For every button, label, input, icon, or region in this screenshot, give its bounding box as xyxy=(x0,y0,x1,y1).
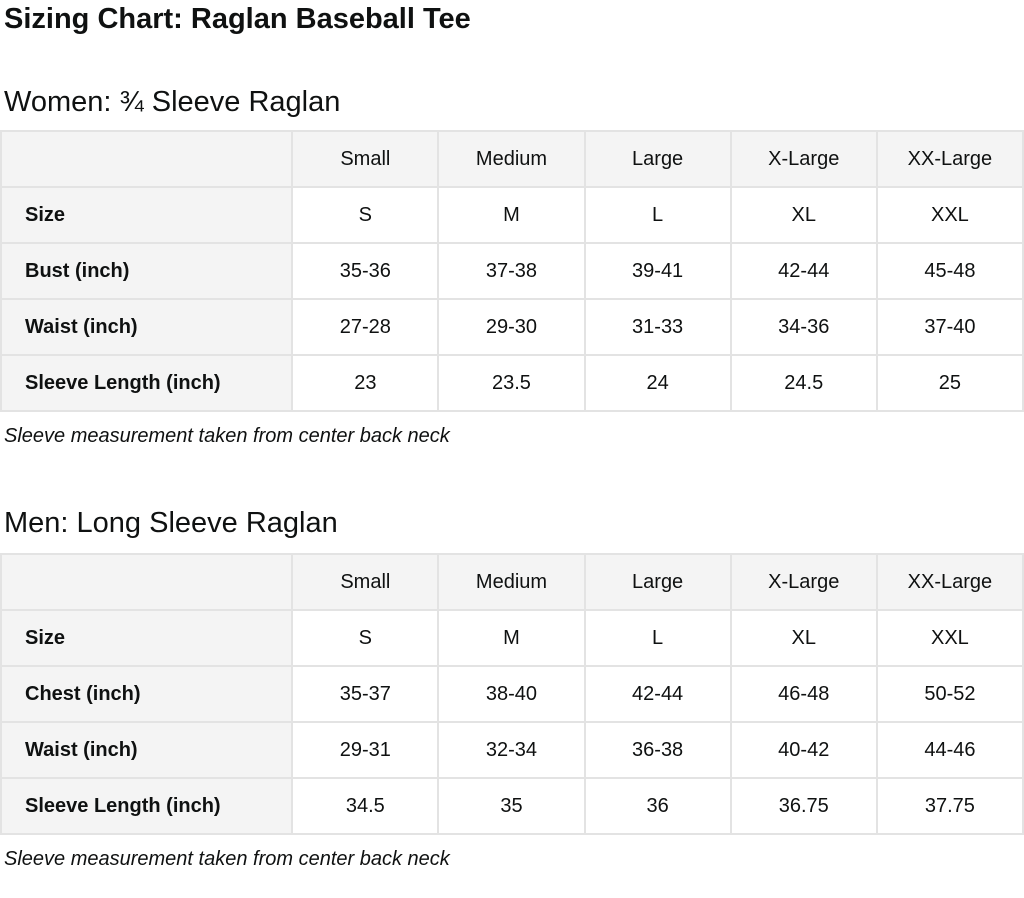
table-cell: 36-38 xyxy=(583,721,732,779)
table-cell: 24 xyxy=(583,354,732,412)
table-cell: 36.75 xyxy=(729,777,878,835)
table-cell: 25 xyxy=(875,354,1024,412)
table-cell: S xyxy=(291,609,440,667)
column-header: X-Large xyxy=(729,553,878,611)
column-header: Medium xyxy=(437,130,586,188)
column-header: XX-Large xyxy=(875,130,1024,188)
table-cell: 24.5 xyxy=(729,354,878,412)
table-cell: XL xyxy=(729,186,878,244)
column-header: X-Large xyxy=(729,130,878,188)
table-row: Waist (inch) 27-28 29-30 31-33 34-36 37-40 xyxy=(0,298,1024,356)
row-label: Sleeve Length (inch) xyxy=(0,777,294,835)
table-cell: 35-36 xyxy=(291,242,440,300)
column-header: Large xyxy=(583,130,732,188)
table-cell: M xyxy=(437,186,586,244)
table-cell: 23.5 xyxy=(437,354,586,412)
table-cell: 38-40 xyxy=(437,665,586,723)
table-header-row: Small Medium Large X-Large XX-Large xyxy=(0,553,1024,611)
table-cell: L xyxy=(583,609,732,667)
women-sizing-section: Women: ¾ Sleeve Raglan Small Medium Large X… xyxy=(0,84,1024,449)
column-header: Large xyxy=(583,553,732,611)
table-cell: 36 xyxy=(583,777,732,835)
men-sizing-section: Men: Long Sleeve Raglan Small Medium Large… xyxy=(0,505,1024,872)
table-row: Bust (inch) 35-36 37-38 39-41 42-44 45-48 xyxy=(0,242,1024,300)
men-sizing-table: Small Medium Large X-Large XX-Large Size S M L XL… xyxy=(0,553,1024,835)
sizing-chart-page: Sizing Chart: Raglan Baseball Tee Women:… xyxy=(0,3,1024,872)
table-cell: 35 xyxy=(437,777,586,835)
column-header: Small xyxy=(291,553,440,611)
row-label: Size xyxy=(0,609,294,667)
table-cell: XL xyxy=(729,609,878,667)
table-cell: 45-48 xyxy=(875,242,1024,300)
row-label: Sleeve Length (inch) xyxy=(0,354,294,412)
table-cell: 39-41 xyxy=(583,242,732,300)
table-cell: XXL xyxy=(875,186,1024,244)
table-cell: 42-44 xyxy=(729,242,878,300)
table-cell: 37-40 xyxy=(875,298,1024,356)
column-header: Medium xyxy=(437,553,586,611)
table-cell: 46-48 xyxy=(729,665,878,723)
table-row: Size S M L XL XXL xyxy=(0,609,1024,667)
women-sizing-table: Small Medium Large X-Large XX-Large Size S M L XL… xyxy=(0,130,1024,412)
column-header: XX-Large xyxy=(875,553,1024,611)
table-cell: 27-28 xyxy=(291,298,440,356)
table-cell: 29-30 xyxy=(437,298,586,356)
table-row: Waist (inch) 29-31 32-34 36-38 40-42 44-46 xyxy=(0,721,1024,779)
table-cell: 29-31 xyxy=(291,721,440,779)
page-title: Sizing Chart: Raglan Baseball Tee xyxy=(4,3,471,35)
table-row: Chest (inch) 35-37 38-40 42-44 46-48 50-52 xyxy=(0,665,1024,723)
table-cell: XXL xyxy=(875,609,1024,667)
row-label: Size xyxy=(0,186,294,244)
table-cell: 32-34 xyxy=(437,721,586,779)
table-row: Sleeve Length (inch) 34.5 35 36 36.75 37.75 xyxy=(0,777,1024,835)
table-cell: 50-52 xyxy=(875,665,1024,723)
row-label: Waist (inch) xyxy=(0,298,294,356)
women-section-heading: Women: ¾ Sleeve Raglan xyxy=(4,86,341,118)
table-header-row: Small Medium Large X-Large XX-Large xyxy=(0,130,1024,188)
men-sleeve-footnote: Sleeve measurement taken from center bac… xyxy=(4,848,450,870)
table-cell: L xyxy=(583,186,732,244)
corner-cell xyxy=(0,553,294,611)
table-cell: 35-37 xyxy=(291,665,440,723)
row-label: Bust (inch) xyxy=(0,242,294,300)
table-cell: 37.75 xyxy=(875,777,1024,835)
women-sleeve-footnote: Sleeve measurement taken from center bac… xyxy=(4,425,450,447)
table-cell: 37-38 xyxy=(437,242,586,300)
column-header: Small xyxy=(291,130,440,188)
table-cell: 40-42 xyxy=(729,721,878,779)
row-label: Waist (inch) xyxy=(0,721,294,779)
table-cell: M xyxy=(437,609,586,667)
table-cell: 34-36 xyxy=(729,298,878,356)
table-cell: 31-33 xyxy=(583,298,732,356)
table-row: Size S M L XL XXL xyxy=(0,186,1024,244)
table-cell: 42-44 xyxy=(583,665,732,723)
table-cell: S xyxy=(291,186,440,244)
row-label: Chest (inch) xyxy=(0,665,294,723)
table-row: Sleeve Length (inch) 23 23.5 24 24.5 25 xyxy=(0,354,1024,412)
table-cell: 44-46 xyxy=(875,721,1024,779)
men-section-heading: Men: Long Sleeve Raglan xyxy=(4,507,338,539)
table-cell: 34.5 xyxy=(291,777,440,835)
table-cell: 23 xyxy=(291,354,440,412)
corner-cell xyxy=(0,130,294,188)
